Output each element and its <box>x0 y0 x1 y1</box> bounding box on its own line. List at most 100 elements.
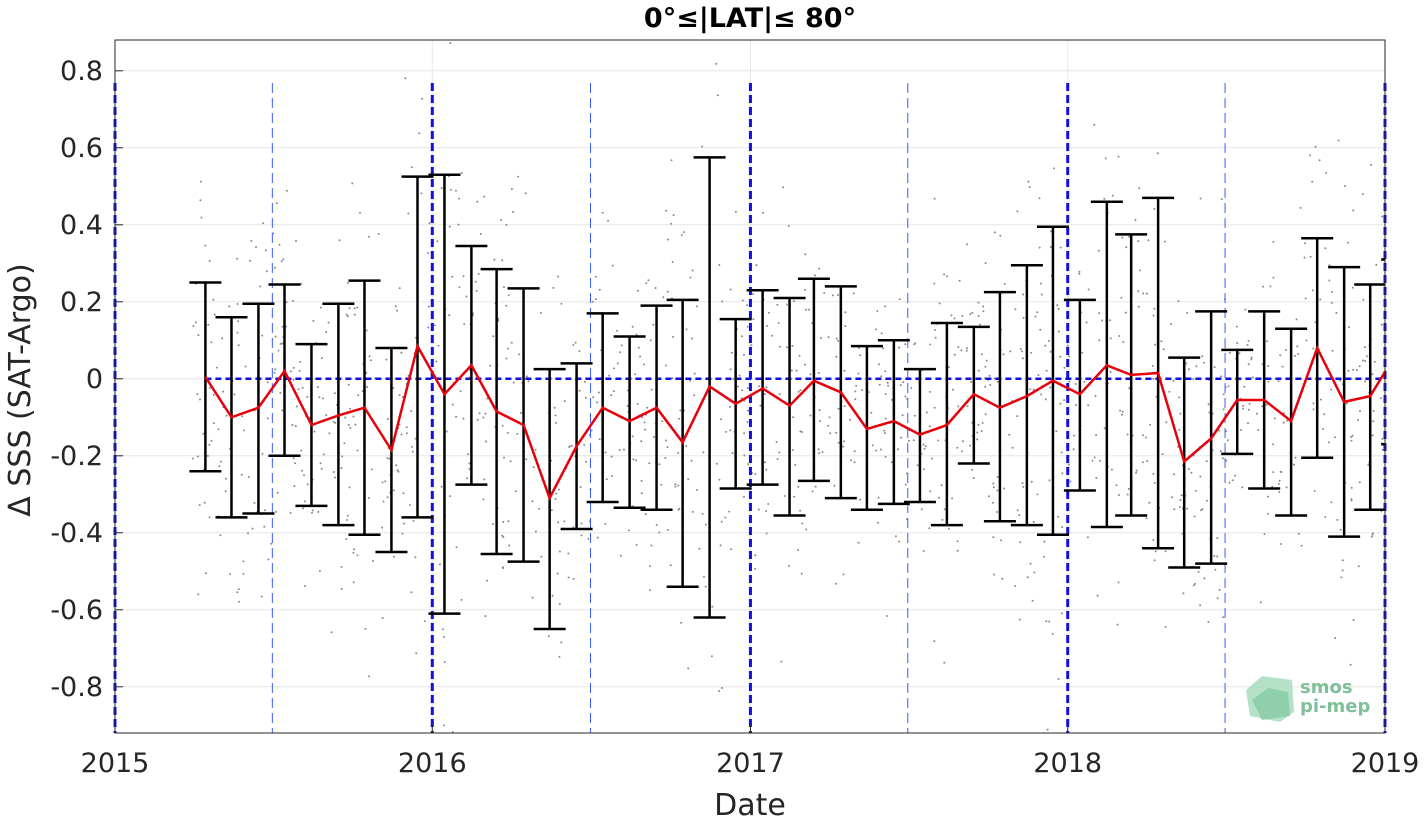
scatter-point <box>689 379 692 382</box>
scatter-point <box>1161 453 1164 456</box>
scatter-point <box>301 469 303 472</box>
scatter-point <box>933 197 936 200</box>
scatter-point <box>1280 543 1283 545</box>
scatter-point <box>1222 393 1225 396</box>
scatter-point <box>1000 539 1003 542</box>
scatter-point <box>439 563 441 566</box>
scatter-point <box>788 564 791 567</box>
scatter-point <box>368 235 370 238</box>
scatter-point <box>255 246 257 248</box>
scatter-point <box>1199 604 1202 607</box>
scatter-point <box>731 452 734 455</box>
scatter-point <box>837 339 839 342</box>
scatter-point <box>1011 446 1014 449</box>
scatter-point <box>971 468 974 471</box>
scatter-point <box>857 541 860 544</box>
scatter-point <box>503 286 505 288</box>
scatter-point <box>199 180 202 183</box>
scatter-point <box>934 336 937 339</box>
scatter-point <box>207 323 210 326</box>
scatter-point <box>467 453 470 456</box>
scatter-point <box>1182 592 1185 595</box>
scatter-point <box>318 396 321 399</box>
scatter-point <box>557 521 560 524</box>
scatter-point <box>210 439 213 442</box>
scatter-point <box>794 463 797 466</box>
scatter-point <box>344 416 347 419</box>
scatter-point <box>194 321 197 324</box>
scatter-point <box>704 585 707 588</box>
scatter-point <box>1398 354 1400 356</box>
scatter-point <box>553 406 556 409</box>
scatter-point <box>870 411 873 414</box>
scatter-point <box>348 307 351 310</box>
scatter-point <box>1397 246 1399 248</box>
scatter-point <box>1334 436 1336 439</box>
scatter-point <box>567 552 570 555</box>
scatter-point <box>923 447 926 450</box>
scatter-point <box>929 343 932 346</box>
scatter-point <box>1402 376 1404 378</box>
scatter-point <box>370 468 373 471</box>
scatter-point <box>1372 409 1375 412</box>
scatter-point <box>1207 620 1210 623</box>
scatter-point <box>634 373 637 376</box>
scatter-point <box>592 396 595 399</box>
scatter-point <box>1214 568 1217 571</box>
scatter-point <box>992 536 995 539</box>
scatter-point <box>737 385 739 388</box>
scatter-point <box>1104 157 1107 160</box>
scatter-point <box>356 306 359 309</box>
scatter-point <box>878 363 880 366</box>
scatter-point <box>800 572 803 575</box>
scatter-point <box>1397 265 1399 267</box>
scatter-point <box>300 282 303 285</box>
scatter-point <box>1068 355 1071 358</box>
scatter-point <box>407 212 410 215</box>
scatter-point <box>1036 493 1039 496</box>
scatter-point <box>887 384 890 387</box>
scatter-point <box>981 422 984 424</box>
scatter-point <box>410 410 413 412</box>
scatter-point <box>196 393 199 396</box>
scatter-point <box>1359 410 1361 412</box>
scatter-point <box>1373 360 1376 363</box>
scatter-point <box>1199 197 1202 200</box>
scatter-point <box>221 337 224 340</box>
scatter-point <box>1201 355 1204 358</box>
scatter-point <box>1030 480 1033 483</box>
scatter-point <box>1048 479 1051 482</box>
scatter-point <box>503 456 505 459</box>
scatter-point <box>505 357 508 360</box>
scatter-point <box>820 337 822 339</box>
scatter-point <box>669 793 671 795</box>
scatter-point <box>1142 434 1144 437</box>
scatter-point <box>292 366 295 369</box>
scatter-point <box>554 414 557 417</box>
scatter-point <box>961 314 964 317</box>
scatter-point <box>809 414 812 417</box>
scatter-point <box>294 462 297 465</box>
scatter-point <box>843 405 846 408</box>
scatter-point <box>1144 436 1147 439</box>
scatter-point <box>534 530 537 533</box>
scatter-point <box>1153 481 1156 484</box>
scatter-point <box>1095 434 1098 437</box>
scatter-point <box>455 546 458 549</box>
scatter-point <box>1098 339 1101 342</box>
scatter-point <box>1352 619 1355 621</box>
scatter-point <box>696 488 698 491</box>
scatter-point <box>1072 448 1075 451</box>
scatter-point <box>1135 469 1138 472</box>
scatter-point <box>524 192 527 195</box>
scatter-point <box>859 354 862 357</box>
scatter-point <box>1122 340 1125 343</box>
scatter-point <box>691 510 694 513</box>
scatter-point <box>1057 307 1060 310</box>
scatter-point <box>616 362 619 365</box>
scatter-point <box>818 267 821 270</box>
scatter-point <box>1345 402 1348 405</box>
scatter-point <box>951 388 954 391</box>
scatter-point <box>550 509 553 512</box>
scatter-point <box>984 262 987 264</box>
